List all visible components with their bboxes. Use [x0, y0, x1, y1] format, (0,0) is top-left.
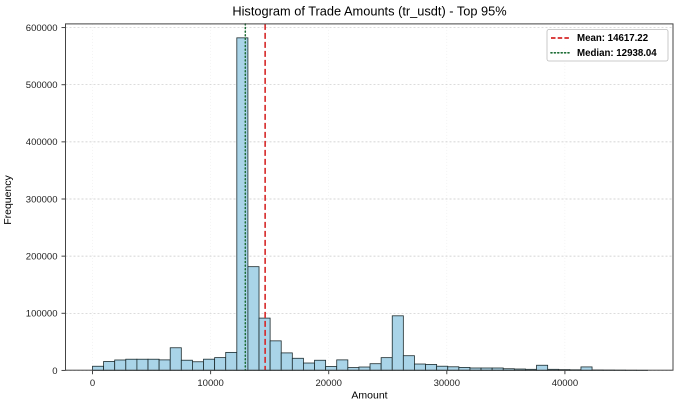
- svg-text:600000: 600000: [26, 23, 58, 34]
- svg-text:200000: 200000: [26, 251, 58, 262]
- svg-text:Amount: Amount: [351, 390, 387, 402]
- svg-text:20000: 20000: [315, 378, 341, 389]
- svg-text:Frequency: Frequency: [2, 174, 14, 224]
- svg-text:30000: 30000: [434, 378, 460, 389]
- svg-text:Median: 12938.04: Median: 12938.04: [577, 48, 657, 59]
- svg-text:100000: 100000: [26, 309, 58, 320]
- svg-text:0: 0: [52, 366, 57, 377]
- svg-text:40000: 40000: [552, 378, 578, 389]
- svg-text:Histogram of Trade Amounts (tr: Histogram of Trade Amounts (tr_usdt) - T…: [232, 4, 506, 19]
- svg-text:300000: 300000: [26, 194, 58, 205]
- svg-text:400000: 400000: [26, 137, 58, 148]
- svg-text:500000: 500000: [26, 80, 58, 91]
- svg-text:10000: 10000: [197, 378, 223, 389]
- svg-text:0: 0: [90, 378, 95, 389]
- svg-text:Mean: 14617.22: Mean: 14617.22: [577, 33, 648, 44]
